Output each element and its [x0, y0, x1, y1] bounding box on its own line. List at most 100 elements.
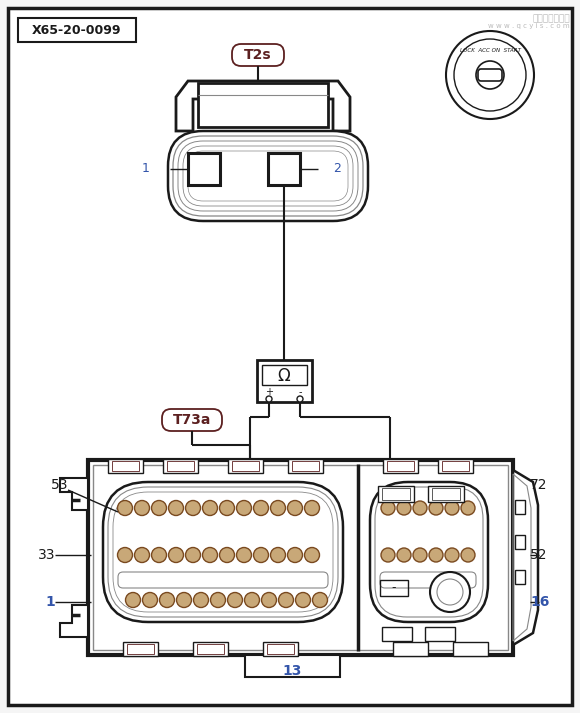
Circle shape	[262, 593, 277, 607]
Bar	[123, 642, 158, 656]
Circle shape	[288, 501, 303, 515]
Circle shape	[413, 501, 427, 515]
Bar	[198, 83, 328, 127]
Circle shape	[143, 593, 158, 607]
Text: w w w . q c y i s . c o m: w w w . q c y i s . c o m	[488, 23, 570, 29]
Bar	[112, 461, 139, 471]
Circle shape	[304, 548, 320, 563]
FancyBboxPatch shape	[103, 482, 343, 622]
Circle shape	[202, 501, 218, 515]
Bar	[188, 153, 220, 185]
Bar	[453, 642, 488, 656]
Bar	[245, 655, 340, 677]
Text: T73a: T73a	[173, 413, 211, 427]
Bar	[428, 486, 464, 502]
Text: 33: 33	[38, 548, 55, 562]
Circle shape	[227, 593, 242, 607]
Circle shape	[270, 548, 285, 563]
Bar	[383, 459, 418, 473]
Text: 汽车维修技术网: 汽车维修技术网	[532, 14, 570, 23]
Circle shape	[430, 572, 470, 612]
Bar	[515, 500, 525, 514]
Bar	[515, 570, 525, 584]
FancyBboxPatch shape	[162, 409, 222, 431]
Text: -: -	[298, 387, 302, 397]
Bar	[108, 459, 143, 473]
Circle shape	[278, 593, 293, 607]
Text: 2: 2	[333, 163, 341, 175]
Circle shape	[118, 501, 132, 515]
Polygon shape	[176, 81, 350, 131]
Bar	[382, 627, 412, 641]
Bar	[93, 465, 508, 650]
Circle shape	[288, 548, 303, 563]
Text: 16: 16	[530, 595, 549, 609]
Bar	[387, 461, 414, 471]
Bar	[382, 488, 410, 500]
Circle shape	[429, 501, 443, 515]
Circle shape	[169, 548, 183, 563]
Circle shape	[381, 548, 395, 562]
Circle shape	[445, 548, 459, 562]
Polygon shape	[513, 470, 538, 645]
Circle shape	[397, 548, 411, 562]
Bar	[127, 644, 154, 654]
Bar	[378, 486, 414, 502]
Circle shape	[219, 501, 234, 515]
Bar	[438, 459, 473, 473]
Circle shape	[253, 548, 269, 563]
Circle shape	[211, 593, 226, 607]
Circle shape	[194, 593, 208, 607]
Circle shape	[445, 501, 459, 515]
Text: -: -	[392, 582, 396, 595]
Bar	[425, 627, 455, 641]
Bar	[267, 644, 294, 654]
Circle shape	[313, 593, 328, 607]
Text: 1: 1	[142, 163, 150, 175]
Polygon shape	[60, 605, 88, 637]
Circle shape	[461, 548, 475, 562]
FancyBboxPatch shape	[232, 44, 284, 66]
Text: T2s: T2s	[244, 48, 272, 62]
Bar	[193, 642, 228, 656]
Circle shape	[461, 501, 475, 515]
Bar	[197, 644, 224, 654]
Text: 53: 53	[50, 478, 68, 492]
Bar	[268, 153, 300, 185]
Text: 72: 72	[530, 478, 548, 492]
Circle shape	[202, 548, 218, 563]
Circle shape	[118, 548, 132, 563]
Bar	[262, 365, 307, 385]
Circle shape	[270, 501, 285, 515]
Bar	[228, 459, 263, 473]
Circle shape	[176, 593, 191, 607]
Circle shape	[135, 501, 150, 515]
FancyBboxPatch shape	[478, 69, 502, 81]
FancyBboxPatch shape	[168, 131, 368, 221]
Bar	[442, 461, 469, 471]
FancyBboxPatch shape	[370, 482, 488, 622]
Bar	[288, 459, 323, 473]
Bar	[393, 642, 428, 656]
Circle shape	[237, 548, 252, 563]
Circle shape	[151, 501, 166, 515]
Circle shape	[186, 501, 201, 515]
Circle shape	[219, 548, 234, 563]
Bar	[232, 461, 259, 471]
Bar	[257, 360, 312, 402]
Bar	[163, 459, 198, 473]
Circle shape	[397, 501, 411, 515]
Text: 52: 52	[530, 548, 548, 562]
Bar	[432, 488, 460, 500]
Bar	[88, 460, 513, 655]
Bar	[515, 535, 525, 549]
Text: 13: 13	[282, 664, 302, 678]
Text: Ω: Ω	[278, 367, 291, 385]
Circle shape	[253, 501, 269, 515]
Bar	[292, 461, 319, 471]
Circle shape	[160, 593, 175, 607]
Text: +: +	[265, 387, 273, 397]
Bar	[380, 580, 408, 596]
Circle shape	[186, 548, 201, 563]
Circle shape	[151, 548, 166, 563]
